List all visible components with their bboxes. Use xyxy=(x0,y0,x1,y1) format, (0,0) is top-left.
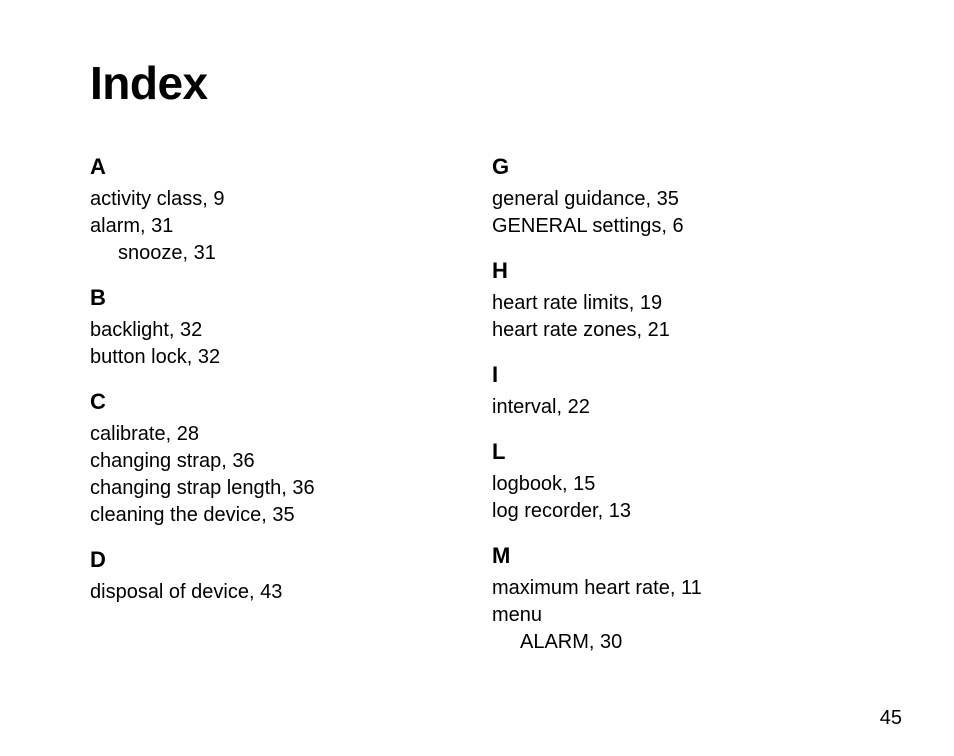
index-section: Ggeneral guidance, 35GENERAL settings, 6 xyxy=(492,154,894,240)
index-entry: disposal of device, 43 xyxy=(90,579,492,606)
index-section: Bbacklight, 32button lock, 32 xyxy=(90,285,492,371)
index-entry: backlight, 32 xyxy=(90,317,492,344)
index-entry: log recorder, 13 xyxy=(492,498,894,525)
page-number: 45 xyxy=(880,707,902,730)
index-section: Ccalibrate, 28changing strap, 36changing… xyxy=(90,389,492,529)
index-entry: heart rate zones, 21 xyxy=(492,317,894,344)
index-subentry: snooze, 31 xyxy=(90,240,492,267)
index-entry: logbook, 15 xyxy=(492,471,894,498)
index-section: Aactivity class, 9alarm, 31snooze, 31 xyxy=(90,154,492,267)
index-section: Ddisposal of device, 43 xyxy=(90,547,492,606)
index-entry: heart rate limits, 19 xyxy=(492,290,894,317)
index-letter: A xyxy=(90,154,492,180)
index-entry: GENERAL settings, 6 xyxy=(492,213,894,240)
index-entry: maximum heart rate, 11 xyxy=(492,575,894,602)
index-section: Llogbook, 15log recorder, 13 xyxy=(492,439,894,525)
index-entry: general guidance, 35 xyxy=(492,186,894,213)
index-section: Hheart rate limits, 19heart rate zones, … xyxy=(492,258,894,344)
index-page: Index Aactivity class, 9alarm, 31snooze,… xyxy=(0,0,954,756)
index-letter: M xyxy=(492,543,894,569)
index-entry: changing strap, 36 xyxy=(90,448,492,475)
index-entry: alarm, 31 xyxy=(90,213,492,240)
index-entry: menu xyxy=(492,602,894,629)
index-letter: I xyxy=(492,362,894,388)
index-entry: cleaning the device, 35 xyxy=(90,502,492,529)
index-entry: changing strap length, 36 xyxy=(90,475,492,502)
index-section: Iinterval, 22 xyxy=(492,362,894,421)
index-subentry: ALARM, 30 xyxy=(492,629,894,656)
index-letter: D xyxy=(90,547,492,573)
left-column: Aactivity class, 9alarm, 31snooze, 31 Bba… xyxy=(90,154,492,674)
index-entry: calibrate, 28 xyxy=(90,421,492,448)
page-title: Index xyxy=(90,56,894,110)
index-entry: interval, 22 xyxy=(492,394,894,421)
index-letter: B xyxy=(90,285,492,311)
index-letter: G xyxy=(492,154,894,180)
index-entry: activity class, 9 xyxy=(90,186,492,213)
index-letter: C xyxy=(90,389,492,415)
index-entry: button lock, 32 xyxy=(90,344,492,371)
index-letter: H xyxy=(492,258,894,284)
index-section: Mmaximum heart rate, 11menuALARM, 30 xyxy=(492,543,894,656)
index-letter: L xyxy=(492,439,894,465)
index-columns: Aactivity class, 9alarm, 31snooze, 31 Bba… xyxy=(90,154,894,674)
right-column: Ggeneral guidance, 35GENERAL settings, 6… xyxy=(492,154,894,674)
